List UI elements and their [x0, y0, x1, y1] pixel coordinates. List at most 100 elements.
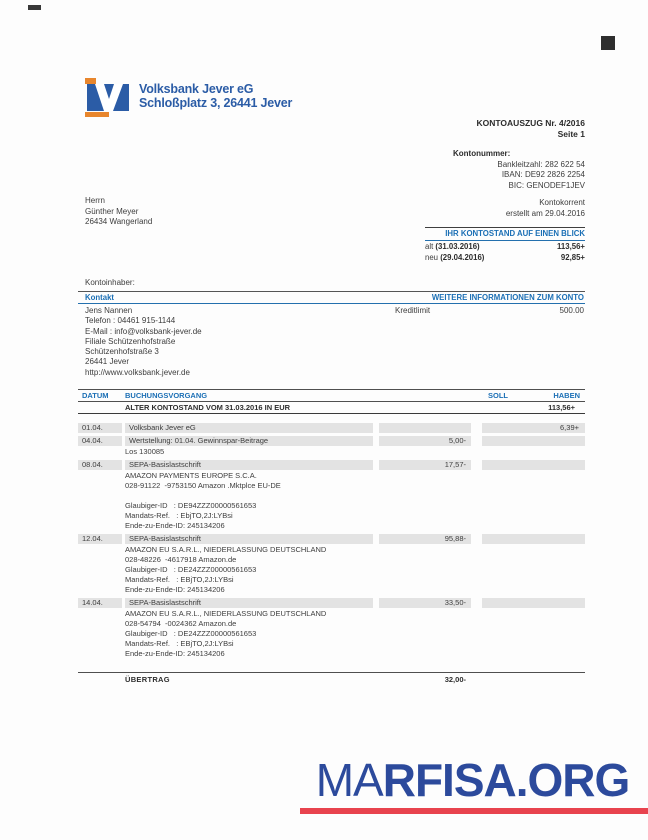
account-type: Kontokorrent: [539, 198, 585, 207]
contact-line: 26441 Jever: [85, 357, 130, 367]
transaction-title: SEPA-Basislastschrift: [125, 460, 373, 470]
transaction-detail-line: AMAZON EU S.A.R.L., NIEDERLASSUNG DEUTSC…: [125, 545, 327, 554]
contact-line: E-Mail : info@volksbank-jever.de: [85, 326, 202, 336]
header-debit: SOLL: [488, 391, 508, 400]
old-balance-row: alt (31.03.2016) 113,56+: [425, 242, 585, 252]
header-transaction: BUCHUNGSVORGANG: [125, 391, 208, 400]
opening-balance-value: 113,56+: [548, 403, 575, 412]
statement-title: KONTOAUSZUG Nr. 4/2016: [476, 118, 586, 128]
statement-created-date: erstellt am 29.04.2016: [505, 208, 585, 218]
transaction-title: SEPA-Basislastschrift: [125, 598, 373, 608]
table-header-row: DATUM BUCHUNGSVORGANG SOLL HABEN: [78, 389, 585, 402]
balance-overview-box: IHR KONTOSTAND AUF EINEN BLICK alt (31.0…: [425, 227, 585, 263]
account-number-label: Kontonummer:: [453, 149, 511, 158]
bank-name: Volksbank Jever eG: [139, 82, 254, 96]
transaction-details: AMAZON EU S.A.R.L., NIEDERLASSUNG DEUTSC…: [125, 545, 585, 595]
transaction-detail-line: 028-91122 -9753150 Amazon .Mktplce EU-DE: [125, 481, 281, 490]
transaction-detail-line: Ende-zu-Ende-ID: 245134206: [125, 521, 225, 530]
transaction-detail-line: AMAZON EU S.A.R.L., NIEDERLASSUNG DEUTSC…: [125, 609, 327, 618]
transaction-detail-line: Mandats-Ref. : EbjTO,2J:LYBsi: [125, 511, 233, 520]
account-identifiers: Kontonummer: Bankleitzahl: 282 622 54 IB…: [420, 149, 585, 191]
transaction-credit-value: 6,39+: [482, 423, 585, 433]
transaction-detail-line: [125, 491, 585, 501]
contact-line: Filiale Schützenhofstraße: [85, 336, 176, 346]
transaction-detail-line: Glaubiger-ID : DE94ZZZ00000561653: [125, 501, 257, 510]
statement-title-block: KONTOAUSZUG Nr. 4/2016 Seite 1: [477, 118, 586, 139]
transaction-credit-value: [482, 460, 585, 470]
transaction-debit-value: 33,50-: [379, 598, 471, 608]
transaction-debit-value: 17,57-: [379, 460, 471, 470]
watermark-underline: [300, 808, 648, 814]
divider: [425, 227, 585, 228]
recipient-name: Günther Meyer: [85, 206, 139, 216]
account-type-block: Kontokorrent erstellt am 29.04.2016: [506, 198, 585, 219]
transaction-debit-value: [379, 423, 471, 433]
transaction-date: 12.04.: [78, 534, 122, 544]
transaction-detail-line: Glaubiger-ID : DE24ZZZ00000561653: [125, 565, 257, 574]
transaction-detail-line: Ende-zu-Ende-ID: 245134206: [125, 649, 225, 658]
contact-section-title: Kontakt: [85, 293, 115, 302]
bank-address: Schloßplatz 3, 26441 Jever: [139, 96, 293, 110]
marfisa-watermark: MARFISA.ORG: [297, 755, 648, 805]
transaction-date: 14.04.: [78, 598, 122, 608]
contact-line: Telefon : 04461 915-1144: [85, 316, 176, 326]
bank-logo: Volksbank Jever eG Schloßplatz 3, 26441 …: [85, 78, 292, 118]
transaction-detail-line: Los 130085: [125, 447, 165, 456]
volksbank-logo-icon: [85, 78, 131, 118]
carryover-value: 32,00-: [444, 675, 466, 684]
transaction-row: 14.04. SEPA-Basislastschrift 33,50- AMAZ…: [78, 598, 585, 659]
transactions-table: DATUM BUCHUNGSVORGANG SOLL HABEN ALTER K…: [78, 389, 585, 685]
credit-limit-label: Kreditlimit: [395, 306, 431, 315]
new-balance-label: neu (29.04.2016): [425, 253, 485, 262]
recipient-salutation: Herrn: [85, 196, 106, 205]
transaction-detail-line: Mandats-Ref. : EBjTO,2J:LYBsi: [125, 639, 234, 648]
transaction-credit-value: [482, 598, 585, 608]
transaction-rows: 01.04. Volksbank Jever eG 6,39+ 04.04. W…: [78, 423, 585, 659]
transaction-row: 01.04. Volksbank Jever eG 6,39+: [78, 423, 585, 433]
transaction-title: Wertstellung: 01.04. Gewinnspar-Beitrage: [125, 436, 373, 446]
header-date: DATUM: [82, 391, 109, 400]
contact-line: http://www.volksbank.jever.de: [85, 367, 190, 377]
transaction-detail-line: Ende-zu-Ende-ID: 245134206: [125, 585, 225, 594]
credit-limit-value: 500.00: [559, 306, 584, 315]
transaction-date: 04.04.: [78, 436, 122, 446]
contact-lines: Jens Nannen Telefon : 04461 915-1144 E-Mai…: [85, 306, 585, 378]
recipient-address: Herrn Günther Meyer 26434 Wangerland: [85, 196, 152, 228]
statement-page-number: Seite 1: [557, 128, 585, 139]
transaction-date: 08.04.: [78, 460, 122, 470]
iban: IBAN: DE92 2826 2254: [501, 170, 585, 179]
transaction-row: 04.04. Wertstellung: 01.04. Gewinnspar-B…: [78, 436, 585, 457]
balance-box-title: IHR KONTOSTAND AUF EINEN BLICK: [445, 229, 585, 238]
transaction-row: 08.04. SEPA-Basislastschrift 17,57- AMAZ…: [78, 460, 585, 531]
transaction-title: Volksbank Jever eG: [125, 423, 373, 433]
header-credit: HABEN: [553, 391, 580, 400]
bank-code: Bankleitzahl: 282 622 54: [497, 159, 585, 169]
transaction-title: SEPA-Basislastschrift: [125, 534, 373, 544]
scan-artifact-right: [601, 36, 615, 50]
recipient-city: 26434 Wangerland: [85, 217, 153, 226]
transaction-debit-value: 5,00-: [379, 436, 471, 446]
watermark-text-light: MA: [315, 754, 384, 806]
contact-section: Kontakt WEITERE INFORMATIONEN ZUM KONTO …: [78, 291, 585, 378]
transaction-debit-value: 95,88-: [379, 534, 471, 544]
opening-balance-label: ALTER KONTOSTAND VOM 31.03.2016 IN EUR: [125, 403, 291, 412]
contact-line: Schützenhofstraße 3: [85, 347, 159, 357]
divider: [425, 240, 585, 241]
divider: [78, 303, 585, 304]
opening-balance-row: ALTER KONTOSTAND VOM 31.03.2016 IN EUR 1…: [78, 402, 585, 414]
bic: BIC: GENODEF1JEV: [508, 180, 585, 190]
scan-artifact-top: [28, 5, 41, 10]
new-balance-row: neu (29.04.2016) 92,85+: [425, 253, 585, 263]
contact-line: Jens Nannen: [85, 306, 133, 315]
transaction-details: Los 130085: [125, 447, 585, 457]
transaction-date: 01.04.: [78, 423, 122, 433]
old-balance-value: 113,56+: [557, 242, 585, 251]
transaction-detail-line: AMAZON PAYMENTS EUROPE S.C.A.: [125, 471, 257, 480]
transaction-credit-value: [482, 436, 585, 446]
transaction-detail-line: Glaubiger-ID : DE24ZZZ00000561653: [125, 629, 257, 638]
old-balance-label: alt (31.03.2016): [425, 242, 480, 251]
account-holder-label: Kontoinhaber:: [85, 278, 135, 287]
transaction-details: AMAZON EU S.A.R.L., NIEDERLASSUNG DEUTSC…: [125, 609, 585, 659]
transaction-detail-line: 028-48226 -4617918 Amazon.de: [125, 555, 237, 564]
